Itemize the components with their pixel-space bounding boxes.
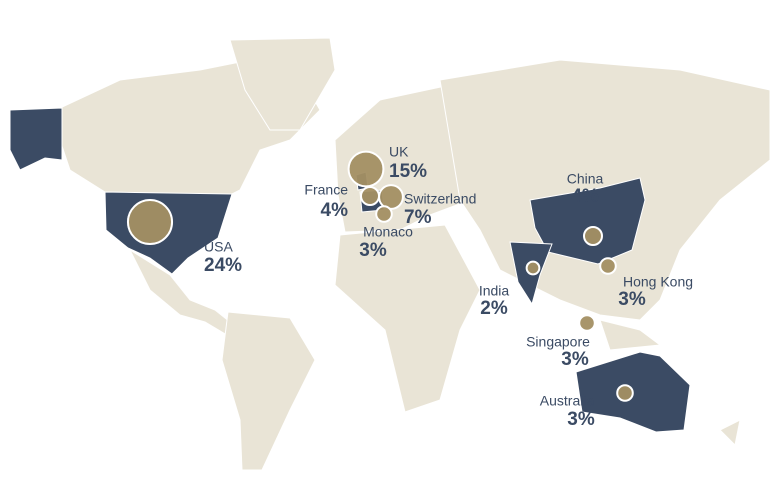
- location-value: 2%: [480, 298, 508, 319]
- bubble: [525, 260, 541, 276]
- location-name: Hong Kong: [623, 274, 693, 290]
- location-name: Monaco: [363, 224, 413, 240]
- bubble: [583, 226, 603, 246]
- location-name: Switzerland: [404, 191, 476, 207]
- markers: USA24%UK15%France4%Switzerland7%Monaco3%…: [126, 144, 693, 430]
- location-name: Singapore: [526, 334, 590, 350]
- location-value: 3%: [567, 409, 595, 430]
- location-name: France: [304, 182, 348, 198]
- bubble: [360, 186, 380, 206]
- bubble: [375, 205, 393, 223]
- location-name: UK: [389, 144, 409, 160]
- bubble: [616, 384, 634, 402]
- location-value: 7%: [404, 207, 432, 228]
- location-value: 4%: [571, 186, 599, 207]
- location-value: 24%: [204, 255, 242, 276]
- location-name: India: [479, 283, 510, 299]
- bubble: [126, 198, 174, 246]
- location-value: 4%: [321, 200, 349, 221]
- location-value: 3%: [561, 349, 589, 370]
- location-name: Australia: [540, 393, 595, 409]
- location-value: 15%: [389, 161, 427, 182]
- bubble: [347, 150, 385, 188]
- location-name: USA: [204, 239, 233, 255]
- location-value: 3%: [359, 240, 387, 261]
- bubble: [599, 257, 617, 275]
- location-value: 3%: [618, 289, 646, 310]
- bubble: [578, 314, 596, 332]
- location-name: China: [567, 171, 604, 187]
